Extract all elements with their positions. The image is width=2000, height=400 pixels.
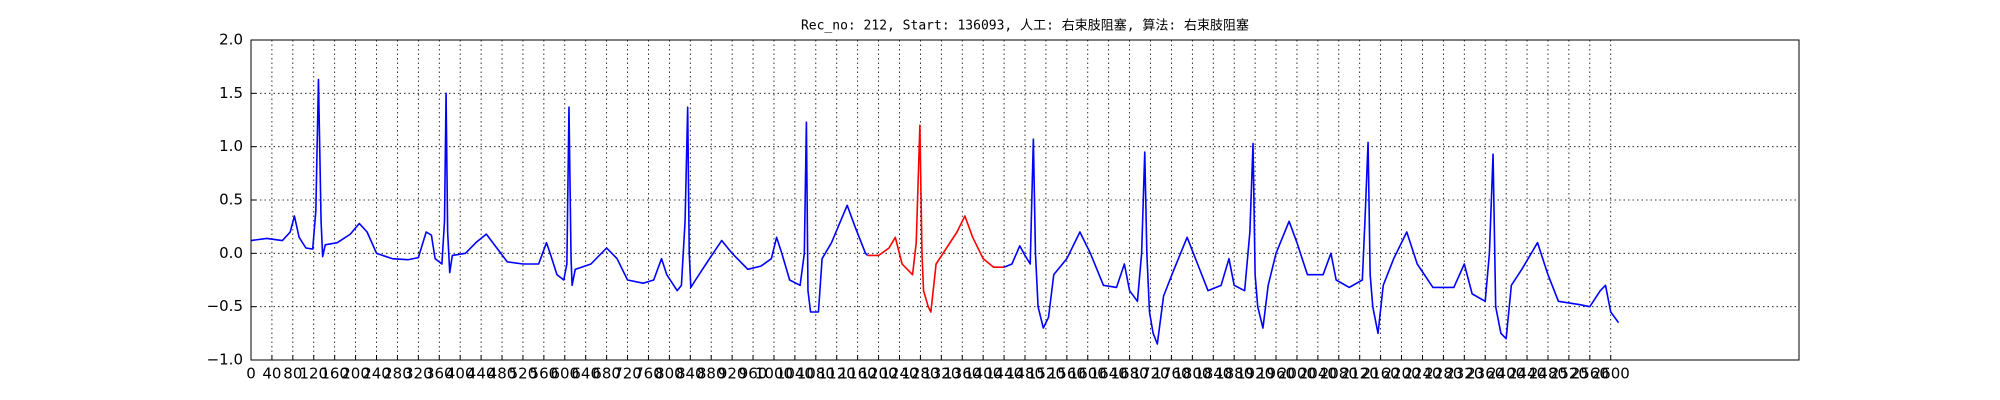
- x-tick-label: 1080: [797, 365, 835, 383]
- plot-frame: [250, 39, 1800, 361]
- x-tick-label: 400: [446, 365, 475, 383]
- x-tick-label: 1520: [1027, 365, 1065, 383]
- x-tick-label: 2120: [1341, 365, 1379, 383]
- x-tick-label: 1480: [1006, 365, 1044, 383]
- y-tick-label: 0.0: [219, 244, 243, 262]
- x-tick-label: 2320: [1445, 365, 1483, 383]
- chart-title: Rec_no: 212, Start: 136093, 人工: 右束肢阻塞, 算…: [801, 18, 1249, 34]
- x-tick-label: 1880: [1215, 365, 1253, 383]
- x-tick-label: 160: [320, 365, 349, 383]
- x-tick-label: 2280: [1424, 365, 1462, 383]
- x-tick-label: 120: [299, 365, 328, 383]
- x-tick-label: 1000: [755, 365, 793, 383]
- x-tick-label: 1120: [818, 365, 856, 383]
- x-tick-label: 1600: [1069, 365, 1107, 383]
- x-tick-label: 1320: [922, 365, 960, 383]
- x-tick-label: 1720: [1131, 365, 1169, 383]
- x-tick-label: 1680: [1111, 365, 1149, 383]
- x-tick-label: 2360: [1466, 365, 1504, 383]
- x-tick-label: 1160: [839, 365, 877, 383]
- x-tick-label: 1560: [1048, 365, 1086, 383]
- x-tick-label: 2160: [1362, 365, 1400, 383]
- x-tick-label: 1280: [901, 365, 939, 383]
- x-tick-label: 480: [488, 365, 517, 383]
- x-tick-label: 1920: [1236, 365, 1274, 383]
- y-tick-label: 2.0: [219, 31, 243, 49]
- x-tick-label: 1360: [943, 365, 981, 383]
- x-tick-label: 1640: [1090, 365, 1128, 383]
- x-tick-label: 600: [550, 365, 579, 383]
- x-tick-label: 2560: [1571, 365, 1609, 383]
- x-tick-label: 800: [655, 365, 684, 383]
- x-tick-label: 200: [341, 365, 370, 383]
- x-tick-label: 680: [592, 365, 621, 383]
- x-tick-label: 2600: [1592, 365, 1630, 383]
- x-tick-label: 840: [676, 365, 705, 383]
- y-tick-label: −1.0: [207, 351, 243, 369]
- x-tick-label: 960: [739, 365, 768, 383]
- x-tick-label: 320: [404, 365, 433, 383]
- x-tick-label: 80: [283, 365, 302, 383]
- y-tick-label: −0.5: [207, 297, 243, 315]
- y-tick-label: 1.0: [219, 137, 243, 155]
- x-tick-label: 0: [246, 365, 256, 383]
- x-tick-label: 360: [425, 365, 454, 383]
- x-tick-label: 2400: [1487, 365, 1525, 383]
- x-tick-label: 640: [571, 365, 600, 383]
- x-tick-label: 1400: [964, 365, 1002, 383]
- ecg-line: [250, 78, 1620, 345]
- x-tick-label: 440: [467, 365, 496, 383]
- x-tick-label: 1800: [1173, 365, 1211, 383]
- y-tick-label: 1.5: [219, 84, 243, 102]
- x-tick-label: 880: [697, 365, 726, 383]
- x-tick-label: 920: [718, 365, 747, 383]
- x-tick-label: 2440: [1508, 365, 1546, 383]
- x-tick-label: 2480: [1529, 365, 1567, 383]
- x-tick-label: 1960: [1257, 365, 1295, 383]
- x-tick-label: 760: [634, 365, 663, 383]
- x-tick-label: 240: [362, 365, 391, 383]
- x-tick-label: 2240: [1403, 365, 1441, 383]
- x-tick-label: 720: [613, 365, 642, 383]
- ecg-line: [867, 124, 1005, 313]
- x-tick-label: 280: [383, 365, 412, 383]
- x-tick-label: 1040: [776, 365, 814, 383]
- y-tick-label: 0.5: [219, 191, 243, 209]
- x-tick-label: 40: [262, 365, 281, 383]
- x-tick-label: 1240: [880, 365, 918, 383]
- x-tick-label: 2520: [1550, 365, 1588, 383]
- x-tick-label: 2000: [1278, 365, 1316, 383]
- x-tick-label: 560: [530, 365, 559, 383]
- x-tick-label: 1840: [1194, 365, 1232, 383]
- x-tick-label: 1760: [1152, 365, 1190, 383]
- x-tick-label: 1440: [985, 365, 1023, 383]
- x-tick-label: 2080: [1320, 365, 1358, 383]
- x-tick-label: 2200: [1382, 365, 1420, 383]
- x-tick-label: 1200: [859, 365, 897, 383]
- x-tick-label: 520: [509, 365, 538, 383]
- x-tick-label: 2040: [1299, 365, 1337, 383]
